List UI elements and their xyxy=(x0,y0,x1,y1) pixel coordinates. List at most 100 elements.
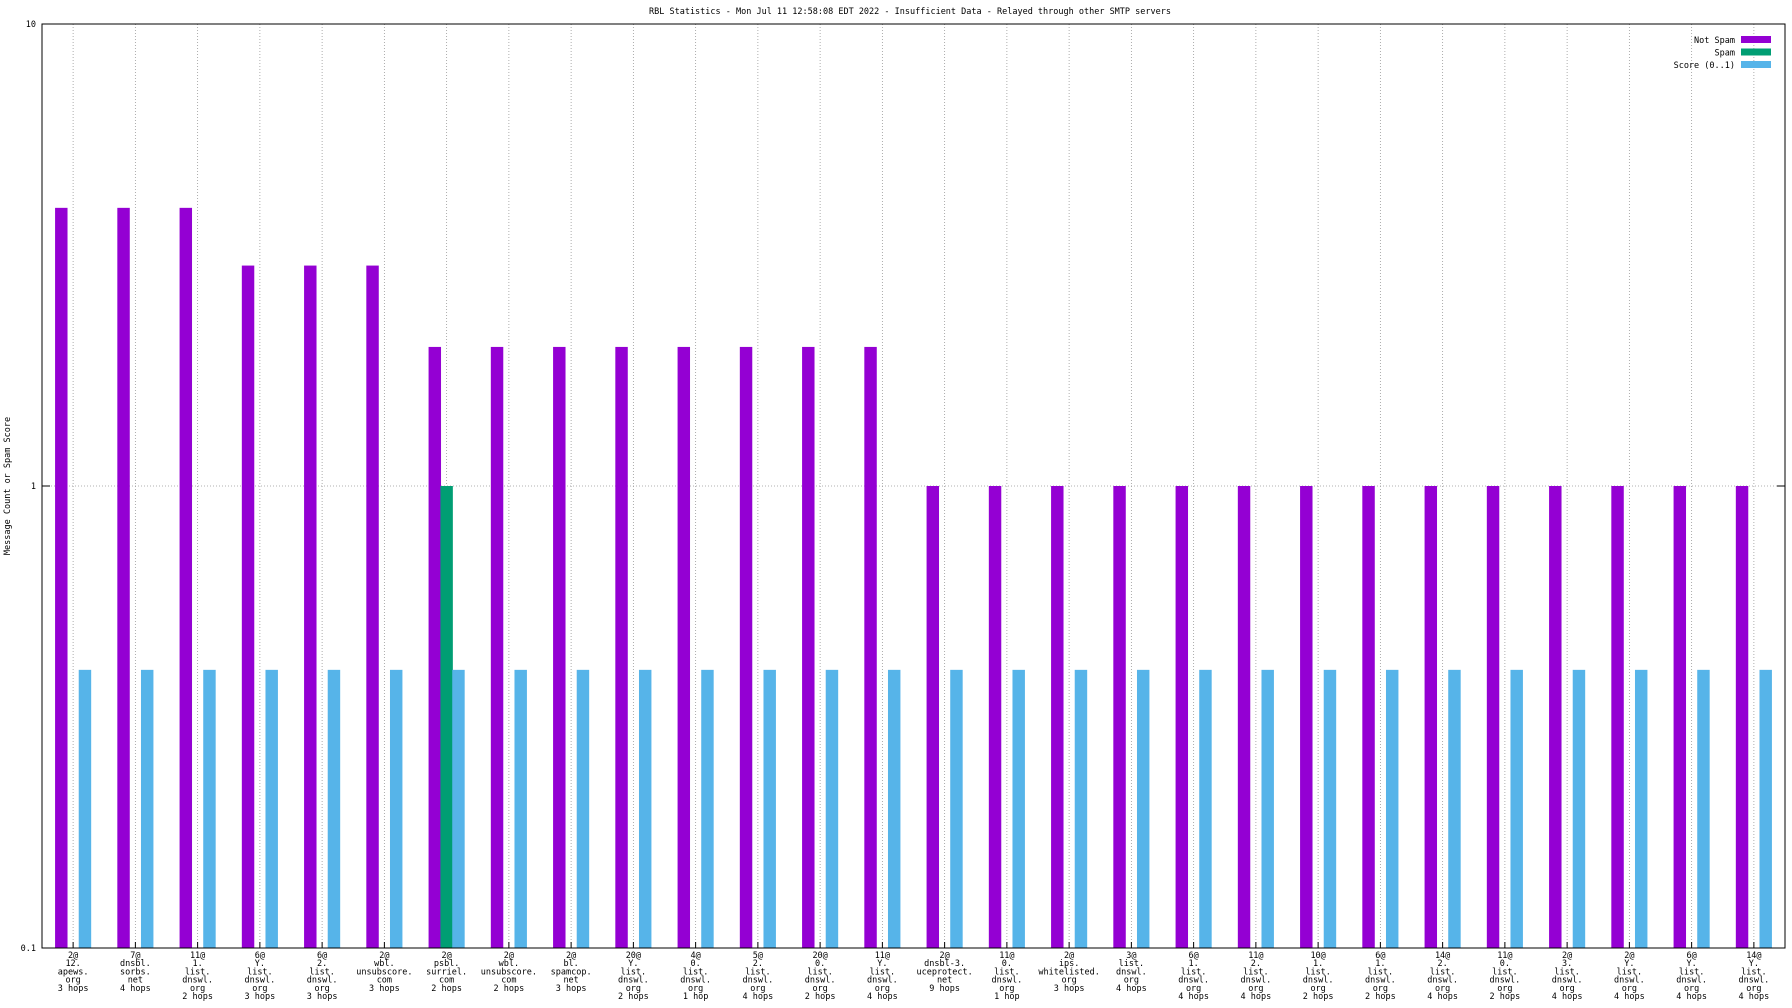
x-tick-label-line: 2. xyxy=(1438,959,1448,969)
x-tick-label-line: org xyxy=(314,984,329,994)
bar xyxy=(887,669,901,948)
x-tick-label-line: wbl. xyxy=(374,959,394,969)
x-tick-label-line: Y. xyxy=(1749,959,1759,969)
x-tick-label-line: dnsbl. xyxy=(120,959,151,969)
x-tick-label-line: list. xyxy=(1368,967,1394,977)
x-tick-label-line: sorbs. xyxy=(120,967,151,977)
x-tick-label: 2@ 12. apews. org 3 hops xyxy=(58,951,89,994)
x-tick-label-line: 2 hops xyxy=(805,992,836,1002)
x-tick-label-line: 1 hop xyxy=(994,992,1020,1002)
legend-label: Score (0..1) xyxy=(1674,61,1735,71)
x-tick-label-line: ips. xyxy=(1059,959,1079,969)
bar xyxy=(452,669,465,948)
x-tick-label-line: list. xyxy=(683,967,709,977)
x-tick-label-line: 3 hops xyxy=(556,984,587,994)
x-tick-label-line: 9 hops xyxy=(929,984,960,994)
legend-label: Spam xyxy=(1715,49,1735,59)
bar xyxy=(988,486,1002,948)
x-tick-label-line: 4 hops xyxy=(1116,984,1147,994)
x-tick-label-line: org xyxy=(1497,984,1512,994)
x-tick-label-line: 12. xyxy=(65,959,80,969)
x-tick-label: 11@ Y. list. dnswl. org 4 hops xyxy=(867,951,898,1002)
x-tick-label-line: 2 hops xyxy=(1365,992,1396,1002)
x-tick-label-line: dnswl. xyxy=(805,976,836,986)
x-tick-label-line: list. xyxy=(1492,967,1518,977)
x-tick-label-line: 1. xyxy=(1189,959,1199,969)
bar xyxy=(1572,669,1586,948)
x-tick-label-line: 4 hops xyxy=(1427,992,1458,1002)
x-tick-label: 11@ 0. list. dnswl. org 2 hops xyxy=(1490,951,1521,1002)
x-tick-label: 14@ 2. list. dnswl. org 4 hops xyxy=(1427,951,1458,1002)
x-tick-label-line: 6@ xyxy=(1375,951,1385,961)
bar xyxy=(1113,486,1126,948)
x-tick-label-line: 0. xyxy=(1500,959,1510,969)
bar xyxy=(1634,669,1648,948)
bar xyxy=(1673,486,1687,948)
x-tick-label-line: dnswl. xyxy=(1241,976,1272,986)
x-tick-label-line: org xyxy=(812,984,827,994)
x-tick-label-line: 1. xyxy=(1375,959,1385,969)
x-tick-label-line: 1. xyxy=(1313,959,1323,969)
x-tick-label-line: list. xyxy=(309,967,335,977)
x-tick-label-line: 2@ xyxy=(504,951,514,961)
x-tick-label-line: com xyxy=(377,976,392,986)
x-tick-label-line: 5@ xyxy=(753,951,763,961)
x-tick-label-line: 4 hops xyxy=(120,984,151,994)
x-tick-label-line: org xyxy=(65,976,80,986)
x-tick-label-line: 2@ xyxy=(1624,951,1634,961)
x-tick-label-line: 2 hops xyxy=(182,992,213,1002)
x-tick-label: 2@ wbl. unsubscore. com 3 hops xyxy=(356,951,412,994)
x-tick-label-line: 6@ xyxy=(255,951,265,961)
x-tick-label-line: unsubscore. xyxy=(356,967,412,977)
x-tick-label-line: 0. xyxy=(1002,959,1012,969)
x-tick-label-line: 0. xyxy=(691,959,701,969)
x-tick-label: 7@ dnsbl. sorbs. net 4 hops xyxy=(120,951,151,994)
x-tick-label: 6@ 1. list. dnswl. org 4 hops xyxy=(1178,951,1209,1002)
x-tick-label-line: 3 hops xyxy=(245,992,276,1002)
x-tick-label-line: org xyxy=(1186,984,1201,994)
x-tick-label-line: 2@ xyxy=(566,951,576,961)
x-tick-label-line: 3 hops xyxy=(58,984,89,994)
x-tick-label: 5@ 2. list. dnswl. org 4 hops xyxy=(743,951,774,1002)
x-tick-label-line: list. xyxy=(621,967,647,977)
x-tick-label-line: dnswl. xyxy=(182,976,213,986)
x-tick-label-line: 2@ xyxy=(68,951,78,961)
x-tick-label-line: 4 hops xyxy=(1552,992,1583,1002)
x-tick-label-line: 20@ xyxy=(812,951,827,961)
x-tick-label: 11@ 2. list. dnswl. org 4 hops xyxy=(1241,951,1272,1002)
x-tick-label-line: 2 hops xyxy=(431,984,462,994)
x-tick-label-line: org xyxy=(1310,984,1325,994)
x-tick-label-line: dnswl. xyxy=(1178,976,1209,986)
x-tick-label-line: 6@ xyxy=(1687,951,1697,961)
x-tick-label-line: list. xyxy=(1430,967,1456,977)
x-tick-label-line: apews. xyxy=(58,967,89,977)
x-tick-label-line: Y. xyxy=(877,959,887,969)
plot-border xyxy=(41,23,1786,949)
x-tick-label-line: Y. xyxy=(1687,959,1697,969)
bar xyxy=(825,669,839,948)
x-tick-label-line: 11@ xyxy=(999,951,1014,961)
x-tick-label-line: dnswl. xyxy=(1614,976,1645,986)
x-tick-label: 2@ psbl. surriel. com 2 hops xyxy=(426,951,467,994)
x-tick-label-line: 2. xyxy=(1251,959,1261,969)
x-tick-label: 2@ wbl. unsubscore. com 2 hops xyxy=(481,951,537,994)
bar xyxy=(78,669,92,948)
x-tick-label-line: dnswl. xyxy=(992,976,1023,986)
x-tick-label-line: list. xyxy=(807,967,833,977)
bar xyxy=(950,669,963,948)
x-tick-label-line: list. xyxy=(870,967,896,977)
bar xyxy=(203,669,216,948)
x-tick-label-line: org xyxy=(1373,984,1388,994)
bar xyxy=(864,346,877,948)
x-tick-label-line: dnswl. xyxy=(680,976,711,986)
x-tick-label-line: 2 hops xyxy=(494,984,525,994)
x-tick-label: 20@ Y. list. dnswl. org 2 hops xyxy=(618,951,649,1002)
bar xyxy=(701,669,714,948)
bar xyxy=(677,346,691,948)
bar xyxy=(241,265,255,949)
x-tick-label-line: 4@ xyxy=(691,951,701,961)
x-tick-label-line: 3 hops xyxy=(1054,984,1085,994)
x-tick-label: 14@ Y. list. dnswl. org 4 hops xyxy=(1739,951,1770,1002)
x-tick-label-line: 2 hops xyxy=(1490,992,1521,1002)
